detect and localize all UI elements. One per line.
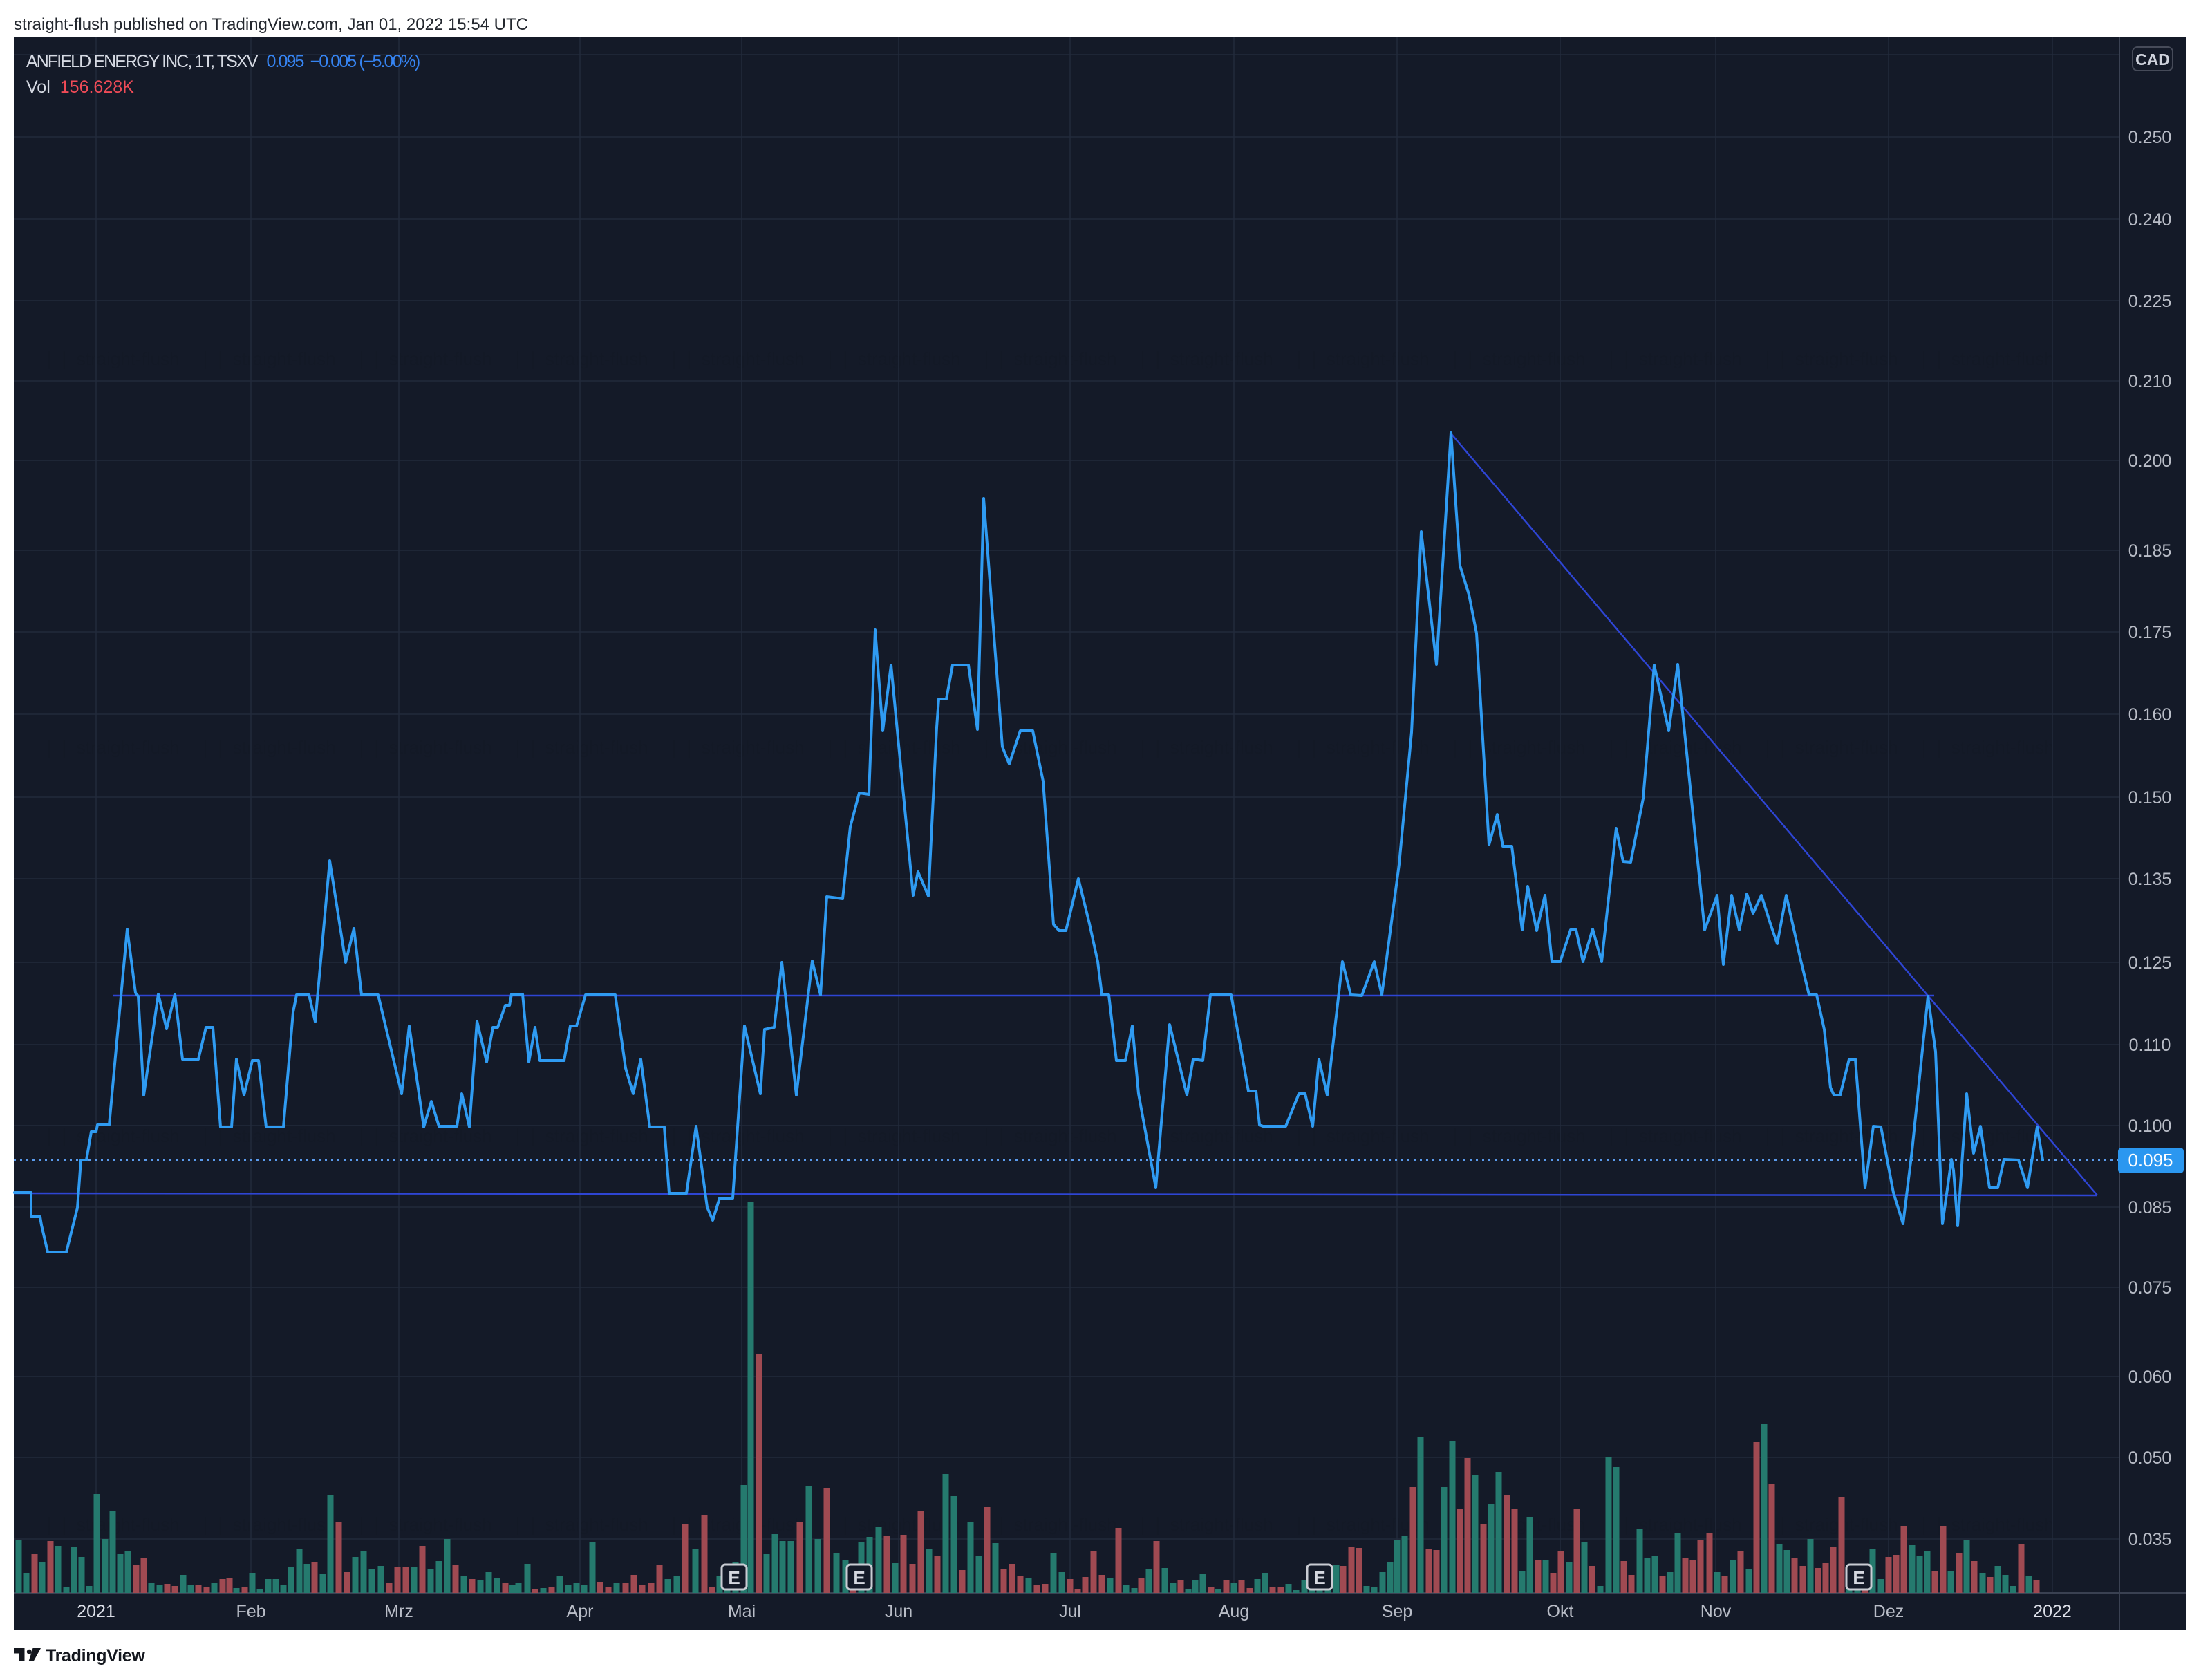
svg-text:E: E: [1313, 1567, 1325, 1588]
svg-text:0.250: 0.250: [2128, 128, 2172, 147]
svg-text:❘❘ straight-flush: ❘❘ straight-flush: [510, 737, 648, 758]
svg-text:❘❘ straight-flush: ❘❘ straight-flush: [1135, 1514, 1273, 1536]
svg-text:❘❘ straight-flush: ❘❘ straight-flush: [198, 348, 336, 370]
svg-text:Feb: Feb: [236, 1602, 265, 1621]
svg-text:0.050: 0.050: [2128, 1448, 2172, 1468]
svg-text:0.060: 0.060: [2128, 1368, 2172, 1387]
svg-text:Dez: Dez: [1873, 1602, 1904, 1621]
svg-text:0.095: 0.095: [2128, 1150, 2173, 1170]
svg-text:❘❘ straight-flush: ❘❘ straight-flush: [823, 348, 961, 370]
svg-text:CAD: CAD: [2135, 50, 2170, 68]
svg-text:❘❘ straight-flush: ❘❘ straight-flush: [1760, 348, 1898, 370]
svg-text:Jul: Jul: [1059, 1602, 1081, 1621]
svg-text:❘❘ straight-flush: ❘❘ straight-flush: [1135, 737, 1273, 758]
svg-text:0.150: 0.150: [2128, 788, 2172, 808]
svg-text:❘❘ straight-flush: ❘❘ straight-flush: [1760, 1514, 1898, 1536]
svg-text:❘❘ straight-flush: ❘❘ straight-flush: [666, 737, 805, 758]
svg-text:❘❘ straight-flush: ❘❘ straight-flush: [1916, 737, 2054, 758]
svg-text:Mrz: Mrz: [384, 1602, 413, 1621]
svg-text:❘❘ straight-flush: ❘❘ straight-flush: [1448, 348, 1586, 370]
svg-text:straight-flush published on Tr: straight-flush published on TradingView.…: [14, 15, 528, 34]
svg-text:❘❘ straight-flush: ❘❘ straight-flush: [1916, 1514, 2054, 1536]
svg-text:❘❘ straight-flush: ❘❘ straight-flush: [354, 1514, 492, 1536]
svg-text:❘❘ straight-flush: ❘❘ straight-flush: [1604, 348, 1742, 370]
svg-text:0.225: 0.225: [2128, 292, 2172, 311]
svg-text:E: E: [1853, 1567, 1864, 1588]
svg-text:❘❘ straight-flush: ❘❘ straight-flush: [1916, 348, 2054, 370]
svg-text:❘❘ straight-flush: ❘❘ straight-flush: [1448, 1126, 1586, 1147]
svg-text:❘❘ straight-flush: ❘❘ straight-flush: [1604, 1126, 1742, 1147]
svg-text:❘❘ straight-flush: ❘❘ straight-flush: [1604, 1514, 1742, 1536]
svg-text:❘❘ straight-flush: ❘❘ straight-flush: [666, 348, 805, 370]
svg-text:❘❘ straight-flush: ❘❘ straight-flush: [823, 1126, 961, 1147]
svg-text:0.200: 0.200: [2128, 451, 2172, 471]
svg-text:2022: 2022: [2033, 1602, 2072, 1621]
svg-text:❘❘ straight-flush: ❘❘ straight-flush: [41, 348, 180, 370]
svg-text:0.185: 0.185: [2128, 541, 2172, 561]
svg-text:❘❘ straight-flush: ❘❘ straight-flush: [198, 1126, 336, 1147]
svg-text:❘❘ straight-flush: ❘❘ straight-flush: [198, 737, 336, 758]
svg-text:E: E: [853, 1567, 865, 1588]
svg-text:❘❘ straight-flush: ❘❘ straight-flush: [979, 348, 1117, 370]
svg-text:❘❘ straight-flush: ❘❘ straight-flush: [1291, 1514, 1430, 1536]
svg-text:E: E: [728, 1567, 740, 1588]
svg-text:0.125: 0.125: [2128, 953, 2172, 973]
svg-text:❘❘ straight-flush: ❘❘ straight-flush: [198, 1514, 336, 1536]
svg-text:Jun: Jun: [885, 1602, 912, 1621]
svg-text:0.100: 0.100: [2128, 1117, 2172, 1136]
svg-text:0.135: 0.135: [2128, 870, 2172, 889]
svg-text:❘❘ straight-flush: ❘❘ straight-flush: [979, 1514, 1117, 1536]
svg-text:0.035: 0.035: [2128, 1530, 2172, 1549]
svg-text:❘❘ straight-flush: ❘❘ straight-flush: [1291, 737, 1430, 758]
svg-text:❘❘ straight-flush: ❘❘ straight-flush: [41, 1126, 180, 1147]
svg-text:❘❘ straight-flush: ❘❘ straight-flush: [1760, 1126, 1898, 1147]
svg-text:❘❘ straight-flush: ❘❘ straight-flush: [510, 1126, 648, 1147]
svg-text:❘❘ straight-flush: ❘❘ straight-flush: [1604, 737, 1742, 758]
svg-text:❘❘ straight-flush: ❘❘ straight-flush: [823, 1514, 961, 1536]
svg-text:❘❘ straight-flush: ❘❘ straight-flush: [354, 737, 492, 758]
svg-text:❘❘ straight-flush: ❘❘ straight-flush: [1291, 1126, 1430, 1147]
svg-text:❘❘ straight-flush: ❘❘ straight-flush: [1760, 737, 1898, 758]
svg-text:❘❘ straight-flush: ❘❘ straight-flush: [823, 737, 961, 758]
svg-text:❘❘ straight-flush: ❘❘ straight-flush: [354, 348, 492, 370]
svg-text:❘❘ straight-flush: ❘❘ straight-flush: [41, 737, 180, 758]
svg-text:0.085: 0.085: [2128, 1198, 2172, 1217]
svg-text:❘❘ straight-flush: ❘❘ straight-flush: [354, 1126, 492, 1147]
svg-text:Nov: Nov: [1701, 1602, 1732, 1621]
svg-text:0.075: 0.075: [2128, 1278, 2172, 1298]
svg-text:❘❘ straight-flush: ❘❘ straight-flush: [979, 737, 1117, 758]
svg-text:❘❘ straight-flush: ❘❘ straight-flush: [510, 348, 648, 370]
svg-text:0.160: 0.160: [2128, 705, 2172, 725]
svg-text:0.175: 0.175: [2128, 623, 2172, 642]
svg-text:❘❘ straight-flush: ❘❘ straight-flush: [510, 1514, 648, 1536]
svg-text:❘❘ straight-flush: ❘❘ straight-flush: [1135, 1126, 1273, 1147]
svg-text:TradingView: TradingView: [46, 1646, 145, 1665]
svg-text:Apr: Apr: [567, 1602, 594, 1621]
svg-text:❘❘ straight-flush: ❘❘ straight-flush: [1135, 348, 1273, 370]
svg-text:Sep: Sep: [1382, 1602, 1412, 1621]
svg-text:2021: 2021: [77, 1602, 115, 1621]
svg-text:Okt: Okt: [1547, 1602, 1574, 1621]
svg-text:Aug: Aug: [1219, 1602, 1249, 1621]
svg-text:❘❘ straight-flush: ❘❘ straight-flush: [666, 1514, 805, 1536]
svg-text:Mai: Mai: [728, 1602, 756, 1621]
svg-text:0.110: 0.110: [2129, 1036, 2171, 1055]
svg-text:❘❘ straight-flush: ❘❘ straight-flush: [979, 1126, 1117, 1147]
svg-text:0.240: 0.240: [2128, 210, 2172, 230]
svg-text:❘❘ straight-flush: ❘❘ straight-flush: [1448, 737, 1586, 758]
svg-text:0.210: 0.210: [2128, 372, 2172, 391]
svg-text:❘❘ straight-flush: ❘❘ straight-flush: [1291, 348, 1430, 370]
